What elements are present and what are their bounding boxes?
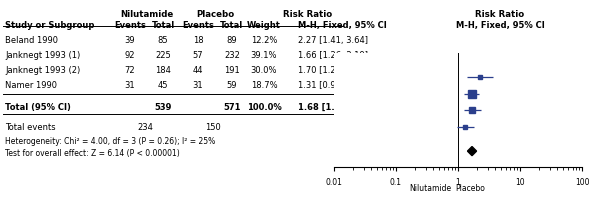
Text: 31: 31 [125, 81, 135, 89]
Text: Nilutamide: Nilutamide [121, 10, 174, 19]
Text: 59: 59 [227, 81, 237, 89]
Polygon shape [467, 147, 476, 156]
Text: Placebo: Placebo [455, 183, 485, 192]
Text: 39: 39 [125, 36, 135, 45]
Text: 39.1%: 39.1% [251, 51, 277, 60]
Text: Weight: Weight [247, 21, 281, 30]
Text: 72: 72 [125, 66, 135, 75]
Text: Risk Ratio: Risk Ratio [475, 10, 525, 19]
Text: Events: Events [182, 21, 214, 30]
Text: Beland 1990: Beland 1990 [5, 36, 58, 45]
Text: 85: 85 [158, 36, 168, 45]
Text: 2.27 [1.41, 3.64]: 2.27 [1.41, 3.64] [298, 36, 368, 45]
Text: Risk Ratio: Risk Ratio [283, 10, 333, 19]
Text: 184: 184 [155, 66, 171, 75]
Text: Study or Subgroup: Study or Subgroup [5, 21, 95, 30]
Text: 57: 57 [193, 51, 203, 60]
Text: Events: Events [114, 21, 146, 30]
Text: M-H, Fixed, 95% CI: M-H, Fixed, 95% CI [456, 21, 544, 30]
Text: 234: 234 [137, 122, 153, 131]
Text: 45: 45 [158, 81, 168, 89]
Text: 1.66 [1.26, 2.19]: 1.66 [1.26, 2.19] [298, 51, 368, 60]
Text: 89: 89 [227, 36, 238, 45]
Text: 1.70 [1.24, 2.33]: 1.70 [1.24, 2.33] [298, 66, 368, 75]
Text: 30.0%: 30.0% [251, 66, 277, 75]
Text: Heterogeneity: Chi² = 4.00, df = 3 (P = 0.26); I² = 25%: Heterogeneity: Chi² = 4.00, df = 3 (P = … [5, 136, 215, 145]
Text: Placebo: Placebo [196, 10, 234, 19]
Text: 150: 150 [205, 122, 221, 131]
Text: 12.2%: 12.2% [251, 36, 277, 45]
Text: 44: 44 [193, 66, 203, 75]
Text: 1.31 [0.96, 1.79]: 1.31 [0.96, 1.79] [298, 81, 368, 89]
Text: 92: 92 [125, 51, 135, 60]
Text: 539: 539 [154, 102, 172, 112]
Text: 225: 225 [155, 51, 171, 60]
Text: 1.68 [1.42, 1.99]: 1.68 [1.42, 1.99] [298, 102, 377, 112]
Text: Total events: Total events [5, 122, 56, 131]
Text: Nilutamide: Nilutamide [410, 183, 452, 192]
Text: 18: 18 [193, 36, 203, 45]
Text: 100.0%: 100.0% [246, 102, 281, 112]
Text: 18.7%: 18.7% [251, 81, 277, 89]
Text: Test for overall effect: Z = 6.14 (P < 0.00001): Test for overall effect: Z = 6.14 (P < 0… [5, 148, 180, 157]
Text: Namer 1990: Namer 1990 [5, 81, 57, 89]
Text: Janknegt 1993 (1): Janknegt 1993 (1) [5, 51, 80, 60]
Text: 232: 232 [224, 51, 240, 60]
Text: Total: Total [220, 21, 243, 30]
Text: Total: Total [151, 21, 174, 30]
Text: 191: 191 [224, 66, 240, 75]
Text: M-H, Fixed, 95% CI: M-H, Fixed, 95% CI [298, 21, 387, 30]
Text: Total (95% CI): Total (95% CI) [5, 102, 71, 112]
Text: 571: 571 [223, 102, 241, 112]
Text: Janknegt 1993 (2): Janknegt 1993 (2) [5, 66, 80, 75]
Text: 31: 31 [193, 81, 203, 89]
